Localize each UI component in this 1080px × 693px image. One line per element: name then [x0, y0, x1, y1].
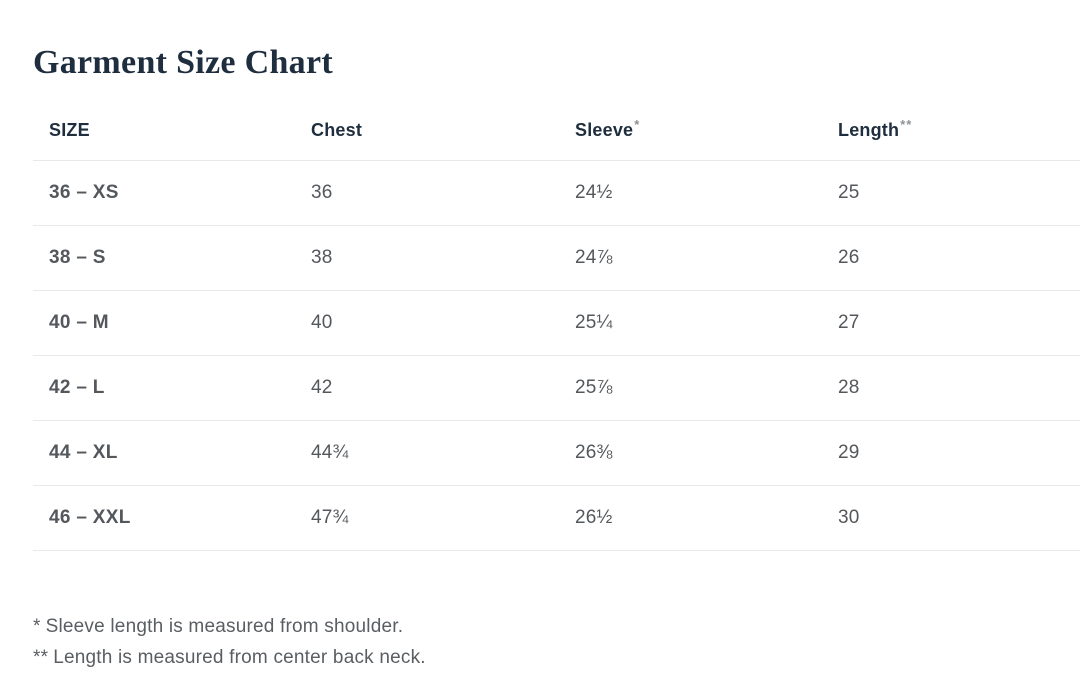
column-header-size: SIZE	[33, 106, 295, 161]
column-footnote-marker: *	[634, 117, 641, 133]
sleeve-cell: 24⅞	[559, 225, 822, 291]
chest-cell: 36	[295, 160, 559, 226]
size-cell: 46 – XXL	[33, 485, 295, 551]
column-header-chest: Chest	[295, 106, 559, 161]
size-cell: 44 – XL	[33, 420, 295, 486]
footnotes: * Sleeve length is measured from shoulder…	[33, 611, 1080, 673]
size-cell: 36 – XS	[33, 160, 295, 226]
sleeve-cell: 25⅞	[559, 355, 822, 421]
column-header-label: SIZE	[49, 120, 90, 141]
footnote-text: Length is measured from center back neck…	[53, 646, 426, 668]
size-cell: 40 – M	[33, 290, 295, 356]
length-cell: 26	[822, 225, 1080, 291]
footnote-marker: **	[33, 646, 49, 668]
footnote-text: Sleeve length is measured from shoulder.	[45, 615, 404, 637]
footnote-sleeve: * Sleeve length is measured from shoulder…	[33, 611, 1080, 642]
column-header-sleeve: Sleeve*	[559, 106, 822, 161]
length-cell: 30	[822, 485, 1080, 551]
footnote-length: ** Length is measured from center back ne…	[33, 642, 1080, 673]
size-chart-table: SIZE Chest Sleeve* Length** 36 – XS 36 2…	[33, 106, 1080, 551]
length-cell: 27	[822, 290, 1080, 356]
size-cell: 42 – L	[33, 355, 295, 421]
sleeve-cell: 26½	[559, 485, 822, 551]
chest-cell: 44¾	[295, 420, 559, 486]
chest-cell: 38	[295, 225, 559, 291]
table-row: 44 – XL 44¾ 26⅜ 29	[33, 420, 1080, 486]
column-header-length: Length**	[822, 106, 1080, 161]
table-row: 38 – S 38 24⅞ 26	[33, 225, 1080, 291]
footnote-marker: *	[33, 615, 41, 637]
column-footnote-marker: **	[900, 117, 913, 133]
table-row: 42 – L 42 25⅞ 28	[33, 355, 1080, 421]
column-header-label: Chest	[311, 120, 363, 141]
page-title: Garment Size Chart	[33, 44, 333, 81]
table-row: 36 – XS 36 24½ 25	[33, 160, 1080, 226]
size-cell: 38 – S	[33, 225, 295, 291]
length-cell: 25	[822, 160, 1080, 226]
sleeve-cell: 25¼	[559, 290, 822, 356]
length-cell: 29	[822, 420, 1080, 486]
chest-cell: 47¾	[295, 485, 559, 551]
length-cell: 28	[822, 355, 1080, 421]
column-header-label: Length	[838, 120, 900, 141]
sleeve-cell: 24½	[559, 160, 822, 226]
table-row: 40 – M 40 25¼ 27	[33, 290, 1080, 356]
chest-cell: 42	[295, 355, 559, 421]
size-chart-page: Garment Size Chart SIZE Chest Sleeve* Le…	[33, 44, 1080, 673]
column-header-label: Sleeve	[575, 120, 634, 141]
table-row: 46 – XXL 47¾ 26½ 30	[33, 485, 1080, 551]
table-header-row: SIZE Chest Sleeve* Length**	[33, 106, 1080, 161]
sleeve-cell: 26⅜	[559, 420, 822, 486]
chest-cell: 40	[295, 290, 559, 356]
